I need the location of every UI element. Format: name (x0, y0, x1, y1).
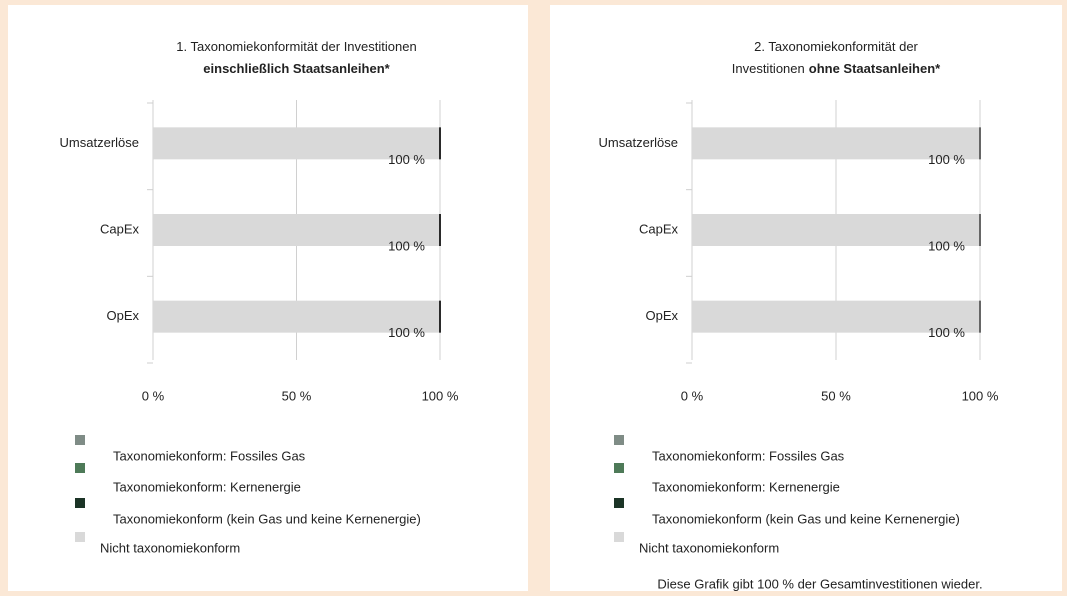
legend-swatch (614, 435, 624, 445)
legend-label: Taxonomiekonform: Fossiles Gas (652, 448, 845, 463)
x-tick-label: 0 % (142, 388, 165, 403)
legend-label: Taxonomiekonform: Kernenergie (652, 479, 840, 494)
annotation: Diese Grafik gibt 100 % der Gesamtinvest… (657, 576, 982, 591)
bar-segment (692, 214, 980, 246)
legend-label: Taxonomiekonform: Fossiles Gas (113, 448, 306, 463)
y-tick-label: OpEx (645, 308, 678, 323)
legend-label: Taxonomiekonform (kein Gas und keine Ker… (113, 511, 421, 526)
x-tick-label: 100 % (962, 388, 999, 403)
title-part: Investitionen (732, 61, 805, 76)
bar-segment (153, 214, 440, 246)
value-label: 100 % (388, 238, 425, 253)
value-label: 100 % (928, 238, 965, 253)
bar-segment (153, 127, 440, 160)
legend-label: Nicht taxonomiekonform (100, 540, 240, 555)
legend-swatch (75, 498, 85, 508)
chart-title: Investitionen ohne Staatsanleihen* (732, 61, 941, 76)
y-tick-label: Umsatzerlöse (60, 135, 139, 150)
bar-segment (692, 127, 980, 160)
x-tick-label: 100 % (422, 388, 459, 403)
legend-swatch (614, 532, 624, 542)
value-label: 100 % (928, 152, 965, 167)
y-tick-label: CapEx (100, 221, 140, 236)
chart-title: einschließlich Staatsanleihen* (203, 61, 390, 76)
bar-segment (153, 300, 440, 333)
legend-swatch (75, 463, 85, 473)
x-tick-label: 50 % (821, 388, 851, 403)
legend-label: Taxonomiekonform: Kernenergie (113, 479, 301, 494)
x-tick-label: 0 % (681, 388, 704, 403)
legend-swatch (614, 498, 624, 508)
legend-swatch (614, 463, 624, 473)
value-label: 100 % (928, 325, 965, 340)
panel (550, 5, 1062, 591)
legend-label: Taxonomiekonform (kein Gas und keine Ker… (652, 511, 960, 526)
y-tick-label: Umsatzerlöse (599, 135, 678, 150)
y-tick-label: CapEx (639, 221, 679, 236)
x-tick-label: 50 % (282, 388, 312, 403)
legend-swatch (75, 532, 85, 542)
chart-title: 2. Taxonomiekonformität der (754, 39, 918, 54)
chart-title: 1. Taxonomiekonformität der Investitione… (176, 39, 416, 54)
y-tick-label: OpEx (106, 308, 139, 323)
bar-segment (692, 300, 980, 333)
value-label: 100 % (388, 152, 425, 167)
title-part: ohne Staatsanleihen* (809, 61, 941, 76)
title-part: 2. Taxonomiekonformität der (754, 39, 918, 54)
title-part: einschließlich Staatsanleihen* (203, 61, 390, 76)
legend-label: Nicht taxonomiekonform (639, 540, 779, 555)
panel (8, 5, 528, 591)
title-part: 1. Taxonomiekonformität der Investitione… (176, 39, 416, 54)
legend-swatch (75, 435, 85, 445)
value-label: 100 % (388, 325, 425, 340)
